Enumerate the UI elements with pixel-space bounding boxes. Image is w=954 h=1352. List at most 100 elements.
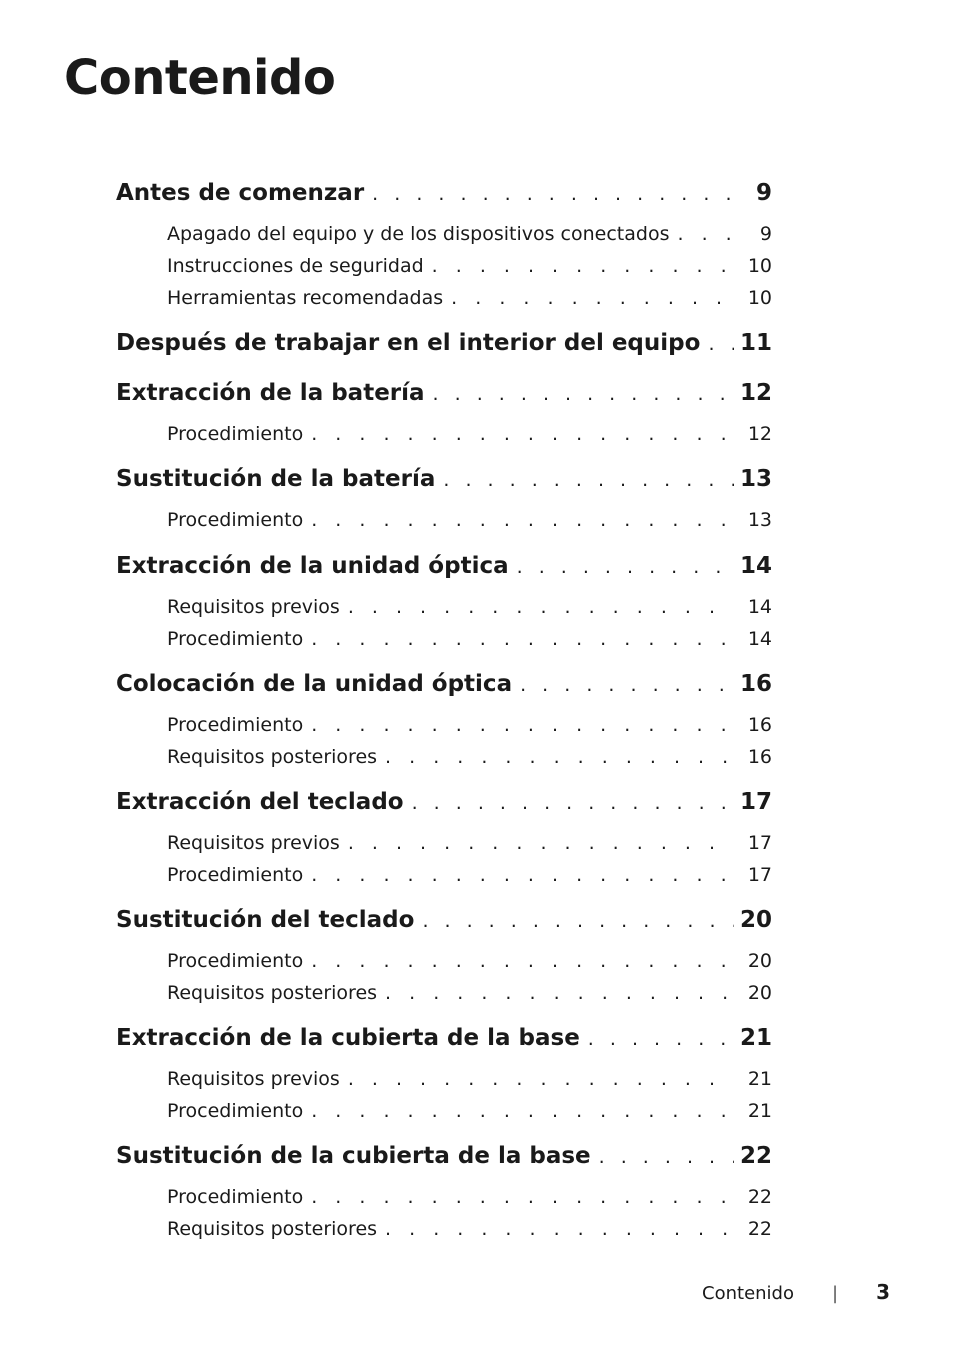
toc-section-entry[interactable]: Requisitos posteriores 20 [167, 982, 772, 1004]
toc-section-page: 16 [747, 714, 772, 736]
toc-dot-leader [303, 714, 732, 736]
toc-section-entry[interactable]: Procedimiento 21 [167, 1100, 772, 1122]
toc-section-title: Procedimiento [167, 509, 304, 531]
toc-dot-leader [377, 746, 732, 768]
toc-section-page: 21 [747, 1068, 772, 1090]
footer-page-number: 3 [876, 1280, 890, 1304]
toc-dot-leader [512, 674, 734, 696]
toc-chapter-title: Después de trabajar en el interior del e… [116, 330, 701, 356]
page-title: Contenido [64, 50, 336, 106]
toc-dot-leader [700, 333, 734, 355]
toc-chapter-title: Extracción de la unidad óptica [116, 553, 509, 579]
toc-dot-leader [425, 383, 734, 405]
toc-section-entry[interactable]: Procedimiento 16 [167, 714, 772, 736]
toc-chapter-entry[interactable]: Extracción del teclado 17 [116, 789, 772, 815]
toc-section-entry[interactable]: Procedimiento 17 [167, 864, 772, 886]
toc-chapter-page: 13 [739, 466, 772, 492]
toc-chapter-title: Sustitución de la cubierta de la base [116, 1143, 591, 1169]
toc-chapter-title: Extracción de la cubierta de la base [116, 1025, 580, 1051]
toc-section-entry[interactable]: Herramientas recomendadas 10 [167, 287, 772, 309]
toc-chapter-page: 22 [739, 1143, 772, 1169]
toc-section-page: 22 [747, 1186, 772, 1208]
toc-chapter-page: 11 [739, 330, 772, 356]
toc-chapter-title: Colocación de la unidad óptica [116, 671, 513, 697]
toc-dot-leader [414, 910, 734, 932]
toc-section-entry[interactable]: Procedimiento 13 [167, 509, 772, 531]
toc-section-entry[interactable]: Requisitos posteriores 16 [167, 746, 772, 768]
toc-section-title: Herramientas recomendadas [167, 287, 444, 309]
toc-dot-leader [377, 1218, 732, 1240]
toc-section-page: 9 [759, 223, 772, 245]
toc-dot-leader [340, 1068, 732, 1090]
toc-section-title: Requisitos previos [167, 1068, 340, 1090]
toc-dot-leader [404, 792, 734, 814]
toc-chapter-entry[interactable]: Sustitución de la batería 13 [116, 466, 772, 492]
toc-section-page: 10 [747, 255, 772, 277]
toc-section-title: Procedimiento [167, 1100, 304, 1122]
toc-dot-leader [424, 255, 732, 277]
toc-chapter-page: 14 [739, 553, 772, 579]
toc-chapter-title: Antes de comenzar [116, 180, 365, 206]
toc-chapter-page: 17 [739, 789, 772, 815]
toc-section-title: Procedimiento [167, 423, 304, 445]
toc-dot-leader [377, 982, 732, 1004]
toc-dot-leader [340, 596, 732, 618]
toc-section-entry[interactable]: Procedimiento 14 [167, 628, 772, 650]
footer-section-label: Contenido [702, 1283, 794, 1304]
toc-section-title: Instrucciones de seguridad [167, 255, 424, 277]
toc-chapter-page: 12 [739, 380, 772, 406]
toc-chapter-entry[interactable]: Extracción de la unidad óptica 14 [116, 553, 772, 579]
toc-chapter-title: Sustitución de la batería [116, 466, 436, 492]
toc-chapter-page: 16 [739, 671, 772, 697]
toc-chapter-title: Extracción del teclado [116, 789, 404, 815]
toc-section-page: 12 [747, 423, 772, 445]
toc-section-entry[interactable]: Procedimiento 12 [167, 423, 772, 445]
toc-section-entry[interactable]: Procedimiento 20 [167, 950, 772, 972]
toc-dot-leader [591, 1146, 734, 1168]
toc-section-entry[interactable]: Requisitos previos 21 [167, 1068, 772, 1090]
toc-section-page: 10 [747, 287, 772, 309]
toc-chapter-entry[interactable]: Colocación de la unidad óptica 16 [116, 671, 772, 697]
toc-chapter-entry[interactable]: Antes de comenzar 9 [116, 180, 772, 206]
toc-chapter-title: Extracción de la batería [116, 380, 425, 406]
toc-chapter-title: Sustitución del teclado [116, 907, 415, 933]
toc-dot-leader [303, 1186, 732, 1208]
toc-chapter-entry[interactable]: Sustitución de la cubierta de la base 22 [116, 1143, 772, 1169]
toc-dot-leader [580, 1028, 734, 1050]
toc-section-entry[interactable]: Instrucciones de seguridad 10 [167, 255, 772, 277]
toc-dot-leader [303, 1100, 732, 1122]
toc-section-title: Requisitos posteriores [167, 746, 378, 768]
toc-chapter-page: 20 [739, 907, 772, 933]
toc-chapter-entry[interactable]: Extracción de la cubierta de la base 21 [116, 1025, 772, 1051]
toc-section-page: 20 [747, 982, 772, 1004]
toc-section-page: 14 [747, 596, 772, 618]
toc-section-entry[interactable]: Procedimiento 22 [167, 1186, 772, 1208]
toc-section-page: 13 [747, 509, 772, 531]
toc-dot-leader [443, 287, 732, 309]
toc-dot-leader [303, 628, 732, 650]
toc-chapter-entry[interactable]: Extracción de la batería 12 [116, 380, 772, 406]
toc-section-entry[interactable]: Apagado del equipo y de los dispositivos… [167, 223, 772, 245]
toc-chapter-page: 21 [739, 1025, 772, 1051]
toc-dot-leader [340, 832, 732, 854]
toc-section-title: Procedimiento [167, 950, 304, 972]
toc-dot-leader [303, 509, 732, 531]
toc-section-page: 16 [747, 746, 772, 768]
toc-dot-leader [364, 183, 734, 205]
toc-dot-leader [303, 423, 732, 445]
toc-chapter-entry[interactable]: Sustitución del teclado 20 [116, 907, 772, 933]
toc-section-title: Requisitos previos [167, 596, 340, 618]
toc-section-title: Apagado del equipo y de los dispositivos… [167, 223, 670, 245]
toc-section-page: 17 [747, 832, 772, 854]
toc-chapter-entry[interactable]: Después de trabajar en el interior del e… [116, 330, 772, 356]
toc-section-page: 14 [747, 628, 772, 650]
toc-dot-leader [303, 950, 732, 972]
toc-section-entry[interactable]: Requisitos previos 14 [167, 596, 772, 618]
toc-section-title: Requisitos posteriores [167, 982, 378, 1004]
toc-dot-leader [669, 223, 732, 245]
toc-section-title: Procedimiento [167, 628, 304, 650]
toc-dot-leader [509, 556, 734, 578]
footer-separator: | [832, 1283, 839, 1304]
toc-section-entry[interactable]: Requisitos previos 17 [167, 832, 772, 854]
toc-section-entry[interactable]: Requisitos posteriores 22 [167, 1218, 772, 1240]
